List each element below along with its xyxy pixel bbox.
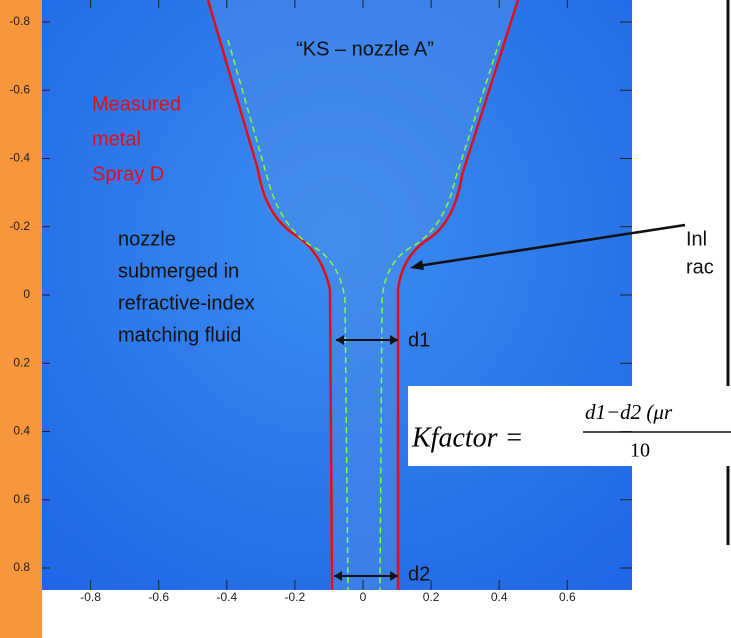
y-tick-label: 0.8 <box>13 560 30 574</box>
y-tick-label: -0.6 <box>9 82 30 96</box>
y-tick-label: 0.4 <box>13 424 30 438</box>
y-tick-label: -0.4 <box>9 151 30 165</box>
x-tick-label: 0.2 <box>423 590 440 604</box>
formula-numerator: d1−d2 (μr <box>585 400 673 424</box>
measured-text: metal <box>92 128 141 150</box>
d1-label: d1 <box>408 329 430 351</box>
inlet-text: rac <box>686 256 714 278</box>
x-tick-label: 0.4 <box>491 590 508 604</box>
inlet-text: Inl <box>686 228 707 250</box>
formula-lhs: Kfactor = <box>411 422 523 453</box>
y-tick-label: 0.6 <box>13 492 30 506</box>
x-tick-label: -0.6 <box>148 590 169 604</box>
side-panel <box>632 0 731 590</box>
formula-denominator: 10 <box>630 440 650 462</box>
x-tick-label: -0.8 <box>80 590 101 604</box>
note-text: refractive-index <box>118 292 255 314</box>
x-tick-label: -0.4 <box>216 590 237 604</box>
note-text: nozzle <box>118 228 176 250</box>
measured-text: Spray D <box>92 163 164 185</box>
nozzle-label: “KS – nozzle A” <box>296 38 434 60</box>
x-tick-label: 0 <box>360 590 367 604</box>
d2-label: d2 <box>408 563 430 585</box>
note-text: submerged in <box>118 260 239 282</box>
note-text: matching fluid <box>118 324 241 346</box>
figure: “KS – nozzle A” Measured metal Spray D n… <box>0 0 731 638</box>
y-tick-label: -0.2 <box>9 219 30 233</box>
measured-text: Measured <box>92 93 181 115</box>
x-tick-label: 0.6 <box>559 590 576 604</box>
y-tick-label: -0.8 <box>9 14 30 28</box>
y-tick-label: 0 <box>23 287 30 301</box>
y-tick-label: 0.2 <box>13 355 30 369</box>
x-tick-label: -0.2 <box>285 590 306 604</box>
